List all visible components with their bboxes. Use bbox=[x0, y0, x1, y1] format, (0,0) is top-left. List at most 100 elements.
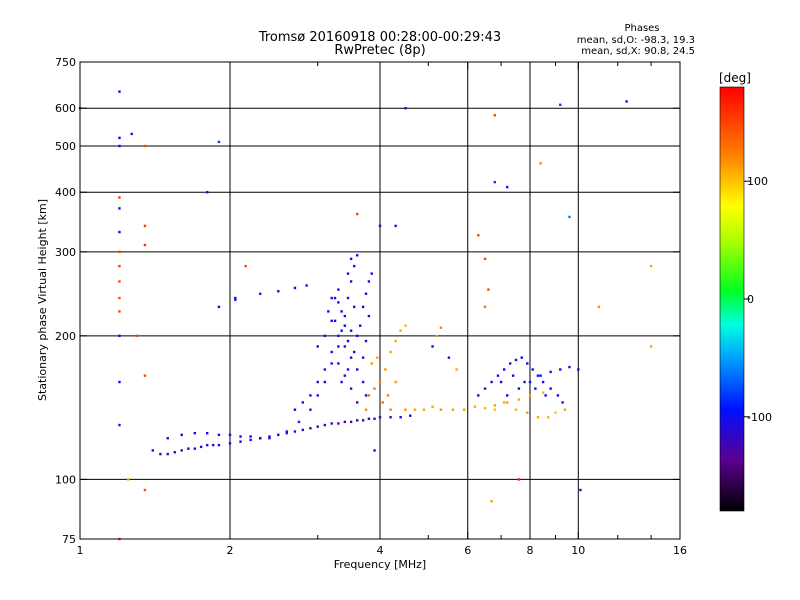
data-point bbox=[373, 417, 376, 420]
x-tick-label: 10 bbox=[571, 544, 585, 557]
data-point bbox=[439, 408, 443, 411]
data-point bbox=[493, 114, 497, 117]
data-point bbox=[118, 280, 121, 283]
data-point bbox=[559, 368, 562, 371]
data-point bbox=[563, 408, 567, 411]
data-point bbox=[556, 394, 560, 397]
data-point bbox=[404, 107, 407, 110]
data-point bbox=[330, 422, 333, 425]
data-point bbox=[568, 215, 571, 219]
data-point bbox=[389, 350, 392, 354]
data-point bbox=[413, 408, 417, 411]
data-point bbox=[327, 310, 330, 313]
data-point bbox=[217, 443, 221, 447]
data-point bbox=[151, 449, 155, 452]
data-point bbox=[309, 427, 312, 430]
data-point bbox=[277, 433, 280, 437]
data-point bbox=[143, 144, 147, 148]
data-point bbox=[349, 257, 353, 261]
data-point bbox=[343, 324, 347, 327]
data-point bbox=[205, 443, 209, 447]
data-point bbox=[597, 305, 601, 309]
data-point bbox=[268, 435, 271, 438]
data-point bbox=[333, 296, 337, 300]
data-point bbox=[239, 440, 242, 443]
data-point bbox=[373, 387, 376, 390]
data-point bbox=[323, 368, 327, 371]
data-point bbox=[346, 368, 350, 371]
colorbar: [deg] 100 0 -100 bbox=[719, 71, 772, 512]
data-point bbox=[118, 136, 121, 140]
data-point bbox=[399, 329, 402, 332]
x-tick-label: 2 bbox=[227, 544, 234, 557]
data-point bbox=[277, 290, 280, 293]
data-point bbox=[173, 451, 177, 454]
data-point bbox=[349, 280, 353, 283]
data-point bbox=[477, 234, 480, 237]
y-axis-label: Stationary phase Virtual Height [km] bbox=[36, 199, 49, 401]
data-point bbox=[337, 362, 340, 365]
y-tick-label: 300 bbox=[55, 246, 76, 259]
data-point bbox=[346, 296, 350, 300]
data-point bbox=[502, 401, 506, 404]
data-point bbox=[526, 411, 529, 414]
data-point bbox=[130, 132, 133, 136]
y-tick-label: 600 bbox=[55, 102, 76, 115]
data-point bbox=[118, 310, 121, 313]
colorbar-gradient bbox=[719, 86, 745, 512]
y-axis-ticks: 75 100 200 300 400 500 600 750 bbox=[55, 56, 680, 546]
data-point bbox=[180, 449, 183, 452]
data-point bbox=[166, 452, 169, 456]
data-point bbox=[409, 414, 412, 417]
data-point bbox=[579, 488, 582, 492]
data-point bbox=[649, 264, 653, 268]
data-point bbox=[539, 162, 542, 165]
data-point bbox=[447, 356, 451, 359]
data-point bbox=[118, 230, 121, 234]
data-point bbox=[361, 305, 365, 309]
data-point bbox=[528, 380, 532, 384]
data-point bbox=[373, 449, 376, 452]
data-point bbox=[514, 408, 518, 411]
data-point bbox=[384, 368, 387, 371]
y-tick-label: 500 bbox=[55, 140, 76, 153]
data-point bbox=[355, 368, 359, 371]
data-point bbox=[118, 264, 121, 268]
data-point bbox=[249, 435, 252, 438]
colorbar-tick-label: -100 bbox=[747, 411, 772, 424]
data-point bbox=[499, 380, 503, 384]
data-point bbox=[143, 224, 147, 228]
data-point bbox=[404, 408, 407, 411]
data-point bbox=[205, 191, 209, 194]
phases-title: Phases bbox=[624, 23, 659, 34]
data-point bbox=[625, 100, 628, 103]
data-point bbox=[343, 314, 347, 318]
data-point bbox=[511, 374, 515, 377]
data-point bbox=[349, 356, 353, 359]
data-point bbox=[505, 185, 509, 189]
data-point bbox=[330, 296, 333, 300]
data-points bbox=[78, 90, 653, 541]
data-point bbox=[477, 394, 480, 397]
data-point bbox=[343, 374, 347, 377]
data-point bbox=[234, 296, 237, 300]
data-point bbox=[127, 478, 130, 481]
data-point bbox=[483, 305, 487, 309]
y-tick-label: 750 bbox=[55, 56, 76, 69]
data-point bbox=[323, 334, 327, 338]
data-point bbox=[367, 417, 371, 420]
data-point bbox=[577, 368, 580, 371]
data-point bbox=[493, 404, 497, 407]
data-point bbox=[367, 314, 371, 318]
data-point bbox=[337, 422, 340, 425]
data-point bbox=[514, 358, 518, 362]
data-point bbox=[370, 272, 373, 275]
colorbar-ticks: 100 0 -100 bbox=[744, 175, 772, 424]
data-point bbox=[352, 305, 356, 309]
data-point bbox=[343, 345, 347, 348]
data-point bbox=[234, 298, 237, 301]
data-point bbox=[352, 264, 356, 268]
data-point bbox=[462, 408, 466, 411]
data-point bbox=[517, 387, 521, 390]
